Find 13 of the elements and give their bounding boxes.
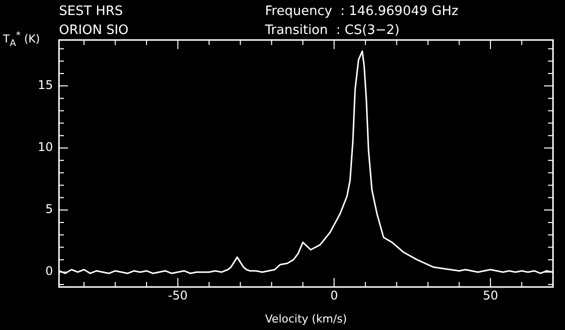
y-tick-label: 5 [45,202,53,216]
y-axis-title: T$_{A}$$^{*}$ (K) [3,30,40,49]
y-tick-label: 10 [38,140,53,154]
x-tick-label: 0 [330,288,338,302]
x-tick-label: 50 [482,288,498,302]
y-tick-label: 0 [45,264,53,278]
x-axis-title: Velocity (km/s) [265,312,347,326]
x-tick-label: -50 [168,288,188,302]
text: Transition : CS(3−2) [265,23,400,38]
text: Frequency : 146.969049 GHz [265,4,458,19]
text: ORION SIO [59,23,129,38]
text: SEST HRS [59,4,123,19]
y-tick-label: 15 [38,78,53,92]
